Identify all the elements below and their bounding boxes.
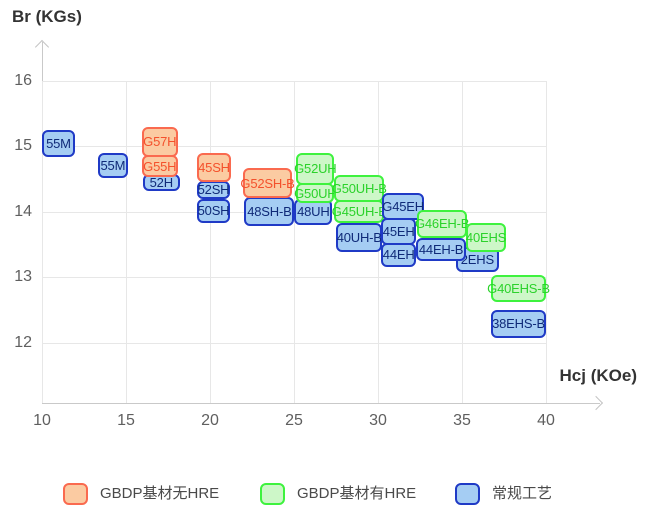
v-gridline (42, 81, 43, 403)
grade-box-g52uh[interactable]: G52UH (294, 152, 337, 185)
v-gridline (126, 81, 127, 403)
grade-box-50sh[interactable]: 50SH (196, 198, 231, 223)
x-tick-label: 20 (201, 412, 219, 429)
grade-box-g46eh-b[interactable]: G46EH-B (415, 209, 469, 238)
grade-box-55m[interactable]: 55M (97, 152, 128, 178)
legend-swatch-icon (63, 483, 88, 505)
x-tick-label: 15 (117, 412, 135, 429)
grade-box-44eh-b[interactable]: 44EH-B (416, 237, 467, 262)
grade-box-g40ehs-b[interactable]: G40EHS-B (487, 275, 550, 303)
v-gridline (546, 81, 547, 403)
x-axis-title: Hcj (KOe) (559, 366, 637, 385)
legend-item-gbdp_no_hre[interactable]: GBDP基材无HRE (63, 483, 219, 505)
grade-box-48sh-b[interactable]: 48SH-B (244, 196, 295, 227)
y-tick-label: 13 (14, 268, 32, 286)
y-axis-arrow-icon (34, 39, 50, 55)
legend-label: GBDP基材无HRE (100, 485, 220, 502)
grade-box-g45eh[interactable]: G45EH (382, 192, 424, 220)
grade-box-55m[interactable]: 55M (42, 130, 75, 157)
v-gridline (210, 81, 211, 403)
y-tick-label: 15 (14, 137, 32, 155)
x-axis-line (42, 403, 600, 404)
grade-box-40uh-b[interactable]: 40UH-B (336, 222, 383, 252)
grade-box-g45uh-b[interactable]: G45UH-B (332, 200, 387, 223)
x-tick-label: 35 (453, 412, 471, 429)
grade-box-38ehs-b[interactable]: 38EHS-B (491, 309, 546, 338)
legend: GBDP基材无HRE GBDP基材有HRE 常规工艺 (0, 483, 645, 507)
grade-box-44eh[interactable]: 44EH (381, 243, 417, 267)
y-tick-label: 14 (14, 202, 32, 220)
legend-swatch-icon (455, 483, 480, 505)
grade-box-g57h[interactable]: G57H (141, 126, 178, 157)
grade-box-g52sh-b[interactable]: G52SH-B (240, 167, 295, 199)
x-tick-label: 10 (33, 412, 51, 429)
y-tick-label: 16 (14, 72, 32, 89)
legend-label: 常规工艺 (492, 485, 553, 502)
x-tick-label: 30 (369, 412, 387, 429)
grade-box-45eh[interactable]: 45EH (381, 218, 417, 246)
y-tick-label: 12 (14, 333, 32, 351)
grade-box-g50uh[interactable]: G50UH (294, 183, 337, 204)
legend-item-gbdp_hre[interactable]: GBDP基材有HRE (260, 483, 416, 505)
grade-box-45sh[interactable]: 45SH (196, 152, 232, 183)
grade-box-g50uh-b[interactable]: G50UH-B (332, 175, 387, 202)
legend-swatch-icon (260, 483, 285, 505)
x-tick-label: 25 (285, 412, 303, 429)
grade-box-52sh[interactable]: 52SH (196, 181, 231, 199)
x-axis-arrow-icon (588, 395, 604, 411)
grade-box-52h[interactable]: 52H (142, 173, 180, 191)
legend-label: GBDP基材有HRE (297, 485, 417, 502)
x-tick-label: 40 (537, 412, 555, 429)
y-axis-title: Br (KGs) (12, 7, 82, 26)
legend-item-conventional[interactable]: 常规工艺 (455, 483, 552, 505)
grade-box-40ehs[interactable]: 40EHS (466, 222, 506, 252)
grade-box-g55h[interactable]: G55H (141, 154, 178, 178)
v-gridline (294, 81, 295, 403)
